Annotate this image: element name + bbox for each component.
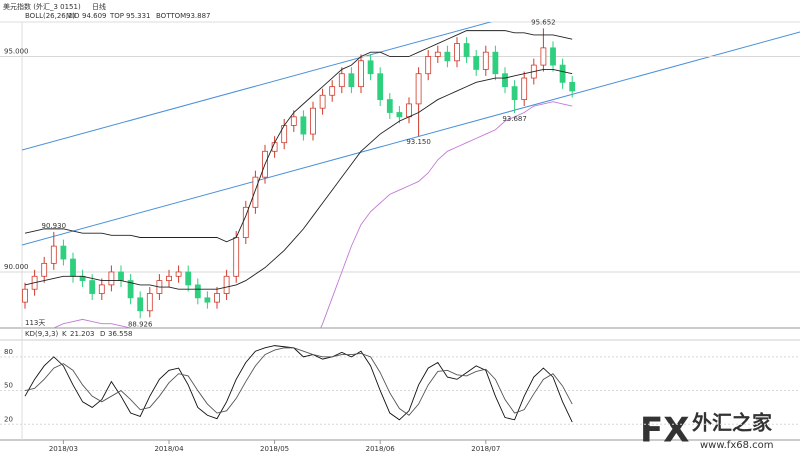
candle-body: [137, 297, 144, 312]
candle-body: [415, 73, 422, 105]
candle-body: [521, 77, 528, 100]
readout-value: 36.558: [108, 330, 133, 338]
candle-body: [358, 60, 364, 88]
candle-body: [329, 86, 336, 96]
candle-body: [492, 51, 499, 75]
candle-body: [454, 43, 460, 62]
indicator: BOLL(26,26,2): [25, 12, 75, 20]
plot-area: [24, 345, 573, 423]
candle-body: [386, 99, 393, 113]
watermark-name: 外汇之家: [692, 411, 773, 435]
candle-body: [108, 271, 115, 286]
candle-body: [214, 293, 220, 303]
candle-body: [559, 64, 566, 83]
candle-body: [185, 271, 192, 286]
candle-body: [310, 107, 316, 135]
boll-line: [24, 30, 573, 243]
price-annotation: 88.926: [128, 320, 153, 328]
candle-body: [166, 275, 172, 281]
candle-body: [511, 86, 518, 100]
x-tick-label: 2018/05: [260, 445, 289, 453]
candle-body: [300, 116, 307, 135]
candle-body: [60, 245, 67, 260]
readout-value: 21.203: [70, 330, 95, 338]
candle-body: [569, 81, 576, 92]
candle-body: [118, 271, 124, 281]
readout-value: 94.609: [82, 12, 107, 20]
price-annotation: 95.652: [531, 18, 556, 26]
y-tick-label: 20: [4, 415, 13, 423]
candle-body: [377, 73, 384, 100]
boll-line: [24, 68, 573, 290]
candle-body: [396, 112, 403, 118]
candle-body: [194, 284, 201, 299]
candle-body: [348, 73, 355, 88]
candle-body: [406, 103, 412, 118]
candle-body: [319, 94, 326, 109]
readout-name: TOP: [109, 12, 124, 20]
watermark-url: www.fx68.com: [700, 440, 774, 451]
x-tick-label: 2018/07: [471, 445, 500, 453]
candle-body: [70, 258, 76, 277]
candle-body: [425, 56, 432, 75]
readout-name: MID: [66, 12, 80, 20]
watermark-logo: FX: [640, 411, 689, 451]
candle-body: [127, 280, 134, 299]
x-tick-label: 2018/03: [49, 445, 78, 453]
price-annotation: 90.930: [42, 222, 67, 230]
candle-body: [252, 176, 259, 208]
indicator: KD(9,3,3): [25, 330, 59, 338]
x-tick-label: 2018/04: [154, 445, 184, 453]
kd-line: [24, 345, 573, 423]
y-tick-label: 80: [4, 348, 13, 356]
candle-body: [290, 116, 297, 126]
y-tick-label: 90.000: [4, 263, 29, 271]
trend-lines: [22, 22, 800, 246]
candle-body: [367, 60, 374, 75]
readout-name: BOTTOM: [156, 12, 186, 20]
plot-area: [22, 28, 576, 328]
readout-name: K: [62, 330, 67, 338]
candle-body: [50, 245, 57, 264]
y-tick-label: 95.000: [4, 47, 29, 55]
trend-line: [22, 22, 493, 151]
candle-body: [233, 237, 240, 277]
candle-body: [146, 293, 153, 312]
candle-body: [22, 288, 28, 303]
candle-body: [175, 271, 182, 277]
candle-body: [98, 284, 105, 294]
candle-body: [540, 47, 547, 66]
trend-line: [22, 31, 800, 246]
chart-title: 美元指数 (外汇_3 0151): [3, 2, 81, 11]
x-tick-label: 2018/06: [366, 445, 396, 453]
candle-body: [473, 56, 480, 70]
readout-value: 93.887: [186, 12, 211, 20]
candle-body: [338, 73, 345, 88]
kd-line: [24, 347, 573, 416]
price-annotation: 93.687: [502, 115, 527, 123]
candle-body: [444, 51, 451, 62]
candle-body: [41, 262, 48, 277]
candle-body: [204, 297, 211, 303]
candle-body: [89, 280, 96, 294]
candle-body: [482, 51, 489, 70]
price-annotation: 93.150: [406, 138, 431, 146]
boll-line: [52, 101, 573, 328]
candle-body: [502, 73, 508, 88]
candle-body: [223, 275, 230, 294]
candle-body: [550, 47, 556, 66]
count-label: 113天: [25, 319, 45, 327]
candle-body: [434, 51, 441, 57]
candle-body: [463, 43, 470, 57]
readout-value: 95.331: [126, 12, 151, 20]
y-tick-label: 50: [4, 382, 13, 390]
period: 日线: [92, 2, 106, 11]
readout-name: D: [100, 330, 105, 338]
